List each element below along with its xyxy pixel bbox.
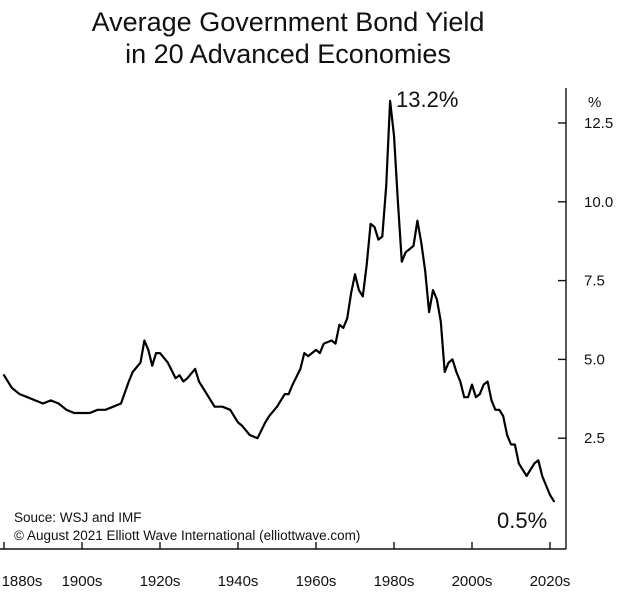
y-tick-label: 2.5 [584,430,605,447]
x-tick-label: 1940s [218,573,259,590]
x-tick-label: 1920s [140,573,181,590]
chart-title-line-1: Average Government Bond Yield [92,7,485,37]
y-axis-unit-label: % [588,94,601,111]
x-tick-label: 1900s [62,573,103,590]
y-tick-label: 5.0 [584,351,605,368]
x-tick-label: 1880s [2,573,43,590]
source-line-1: Souce: WSJ and IMF [14,510,142,525]
x-tick-label: 1980s [374,573,415,590]
peak-annotation: 13.2% [396,87,458,112]
y-axis-ticks: 2.5 5.0 7.5 10.0 12.5 [558,115,613,447]
x-tick-label: 2000s [452,573,493,590]
y-tick-label: 7.5 [584,273,605,290]
source-line-2: © August 2021 Elliott Wave International… [14,528,360,543]
x-tick-label: 2020s [530,573,571,590]
bond-yield-series-line [2,99,555,503]
chart-title-line-2: in 20 Advanced Economies [125,39,451,69]
x-tick-label: 1960s [296,573,337,590]
latest-annotation: 0.5% [497,508,547,533]
y-tick-label: 12.5 [584,115,613,132]
x-axis-ticks: 1880s 1900s 1920s 1940s 1960s 1980s 2000s 2020s [2,542,571,590]
y-tick-label: 10.0 [584,194,613,211]
